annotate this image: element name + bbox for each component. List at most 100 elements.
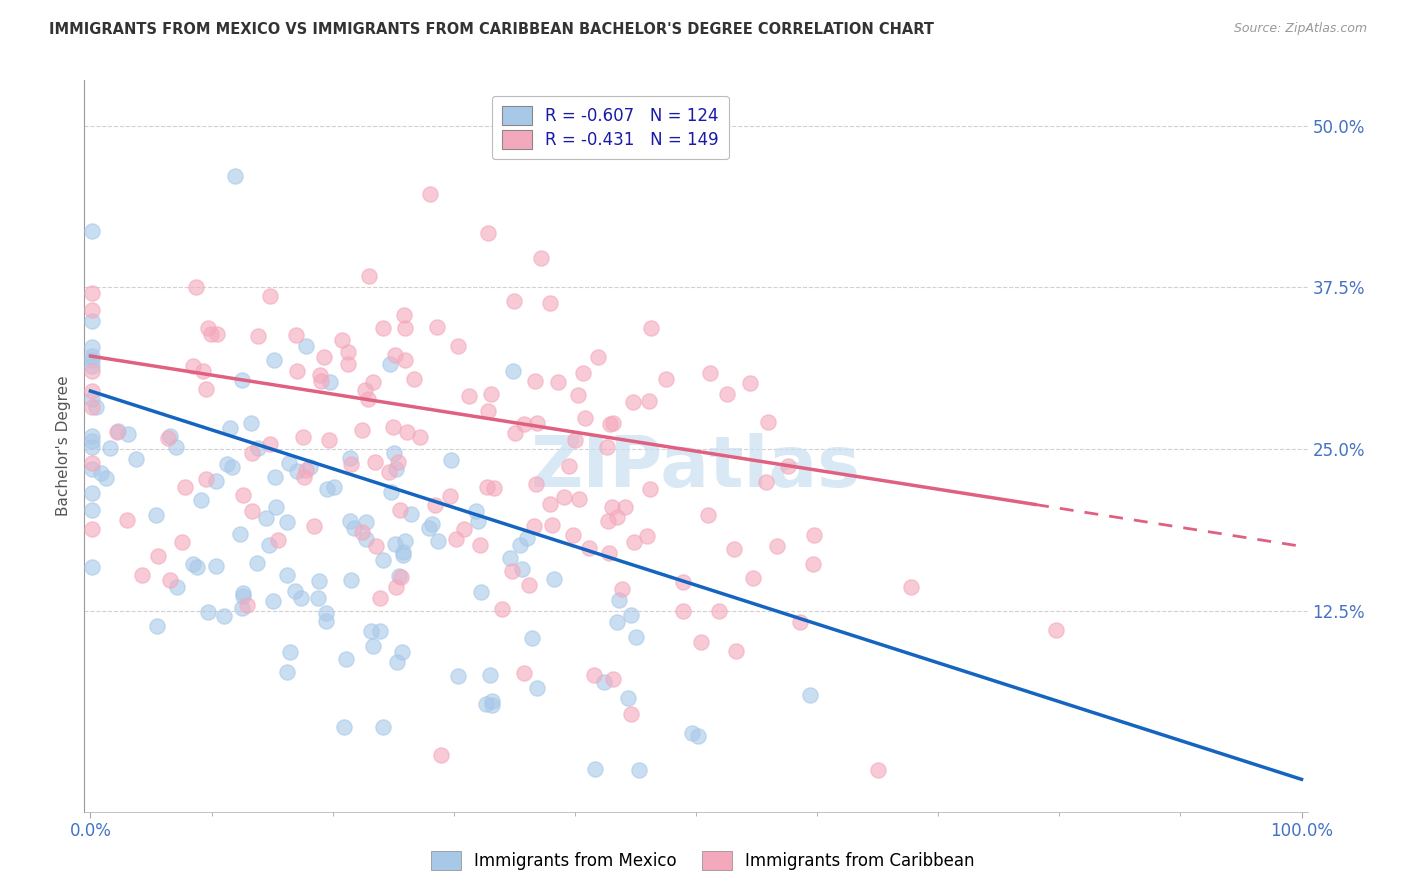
Point <box>475 480 498 494</box>
Point <box>333 721 356 735</box>
Point <box>600 500 623 514</box>
Point <box>503 426 526 441</box>
Point <box>80 523 103 537</box>
Point <box>193 363 215 377</box>
Point <box>200 326 222 341</box>
Point <box>526 681 548 696</box>
Point <box>354 383 377 397</box>
Point <box>689 634 711 648</box>
Point <box>578 541 600 555</box>
Point <box>394 353 416 368</box>
Point <box>295 338 318 352</box>
Point <box>477 403 499 417</box>
Point <box>385 580 408 594</box>
Point <box>205 558 228 573</box>
Point <box>740 376 762 390</box>
Point <box>217 458 239 472</box>
Point <box>224 169 246 183</box>
Point <box>382 420 405 434</box>
Point <box>380 484 402 499</box>
Point <box>606 615 628 629</box>
Point <box>181 359 204 374</box>
Point <box>470 584 492 599</box>
Y-axis label: Bachelor's Degree: Bachelor's Degree <box>56 376 72 516</box>
Point <box>394 321 416 335</box>
Point <box>778 458 800 473</box>
Point <box>502 364 524 378</box>
Point <box>547 376 569 390</box>
Point <box>755 475 778 489</box>
Point <box>309 374 332 388</box>
Point <box>637 394 659 409</box>
Point <box>146 549 169 563</box>
Point <box>299 459 322 474</box>
Point <box>388 502 411 516</box>
Point <box>373 320 395 334</box>
Point <box>404 372 426 386</box>
Point <box>318 433 340 447</box>
Point <box>145 619 167 633</box>
Point <box>392 308 415 322</box>
Point <box>157 431 180 445</box>
Point <box>360 624 382 639</box>
Point <box>315 607 337 621</box>
Point <box>540 517 562 532</box>
Point <box>172 535 194 549</box>
Point <box>246 556 269 570</box>
Point <box>80 392 103 406</box>
Point <box>285 465 308 479</box>
Point <box>368 624 391 638</box>
Point <box>339 514 361 528</box>
Point <box>553 490 575 504</box>
Point <box>723 542 745 557</box>
Point <box>510 562 533 576</box>
Point <box>602 416 624 430</box>
Point <box>699 367 721 381</box>
Point <box>366 539 388 553</box>
Point <box>80 340 103 354</box>
Point <box>900 580 922 594</box>
Point <box>491 602 513 616</box>
Point <box>277 456 299 470</box>
Point <box>420 516 443 531</box>
Point <box>80 359 103 374</box>
Point <box>221 459 243 474</box>
Point <box>80 349 103 363</box>
Point <box>481 698 503 713</box>
Point <box>558 459 581 474</box>
Point <box>292 430 315 444</box>
Point <box>115 513 138 527</box>
Point <box>267 533 290 547</box>
Point <box>278 645 301 659</box>
Point <box>526 417 548 431</box>
Point <box>337 345 360 359</box>
Point <box>340 574 363 588</box>
Point <box>335 652 357 666</box>
Point <box>263 470 285 484</box>
Point <box>131 567 153 582</box>
Point <box>219 420 242 434</box>
Point <box>477 227 499 241</box>
Point <box>503 293 526 308</box>
Point <box>304 519 326 533</box>
Legend: Immigrants from Mexico, Immigrants from Caribbean: Immigrants from Mexico, Immigrants from … <box>425 844 981 877</box>
Point <box>80 384 103 398</box>
Point <box>716 387 738 401</box>
Point <box>672 575 695 590</box>
Point <box>343 521 366 535</box>
Point <box>389 570 412 584</box>
Point <box>425 319 447 334</box>
Text: Source: ZipAtlas.com: Source: ZipAtlas.com <box>1233 22 1367 36</box>
Point <box>453 522 475 536</box>
Point <box>640 320 662 334</box>
Point <box>284 584 307 599</box>
Point <box>80 503 103 517</box>
Point <box>197 321 219 335</box>
Point <box>322 480 344 494</box>
Point <box>543 572 565 586</box>
Point <box>80 456 103 470</box>
Point <box>308 574 330 588</box>
Point <box>186 560 208 574</box>
Point <box>538 497 561 511</box>
Point <box>595 440 617 454</box>
